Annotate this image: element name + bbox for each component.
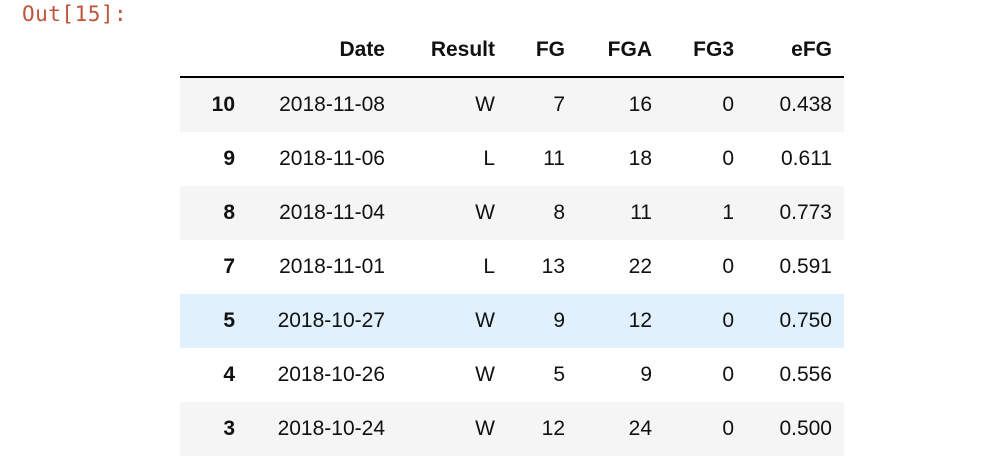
cell-efg: 0.750 [779, 309, 832, 332]
cell-date: 2018-11-04 [279, 201, 385, 224]
cell-fga: 9 [640, 363, 652, 386]
output-prompt: Out[15]: [22, 2, 128, 26]
cell-fga: 11 [630, 201, 652, 224]
cell-result: W [475, 201, 495, 224]
cell-fga: 24 [628, 417, 652, 440]
row-index: 10 [211, 93, 235, 116]
table-row: 10 2018-11-08 W 7 16 0 0.438 [180, 77, 844, 132]
cell-fga: 16 [628, 93, 652, 116]
table-row: 3 2018-10-24 W 12 24 0 0.500 [180, 402, 844, 456]
cell-result: W [475, 363, 495, 386]
cell-efg: 0.500 [779, 417, 832, 440]
cell-fg3: 0 [722, 255, 734, 278]
cell-fg3: 0 [722, 417, 734, 440]
column-header-fg: FG [507, 24, 577, 78]
cell-fg3: 0 [722, 363, 734, 386]
cell-fg3: 0 [722, 93, 734, 116]
table-row: 4 2018-10-26 W 5 9 0 0.556 [180, 348, 844, 402]
cell-efg: 0.438 [779, 93, 832, 116]
cell-date: 2018-10-27 [277, 309, 385, 332]
table-row-highlighted: 5 2018-10-27 W 9 12 0 0.750 [180, 294, 844, 348]
cell-fg: 11 [543, 147, 565, 170]
cell-efg: 0.611 [781, 147, 832, 170]
cell-date: 2018-10-24 [277, 417, 385, 440]
cell-fg3: 0 [722, 147, 734, 170]
column-header-result: Result [397, 24, 507, 78]
header-row: Date Result FG FGA FG3 eFG [180, 24, 844, 78]
row-index: 8 [223, 201, 235, 224]
row-index: 9 [223, 147, 235, 170]
cell-efg: 0.773 [779, 201, 832, 224]
cell-fg: 13 [541, 255, 565, 278]
cell-fg3: 1 [722, 201, 734, 224]
cell-date: 2018-11-06 [279, 147, 385, 170]
cell-result: L [483, 147, 495, 170]
cell-fg3: 0 [722, 309, 734, 332]
row-index: 5 [223, 309, 235, 332]
table-body: 10 2018-11-08 W 7 16 0 0.438 9 2018-11-0… [180, 77, 844, 456]
cell-fga: 22 [628, 255, 652, 278]
cell-date: 2018-11-08 [279, 93, 385, 116]
row-index: 7 [223, 255, 235, 278]
cell-fg: 8 [553, 201, 565, 224]
table-row: 8 2018-11-04 W 8 11 1 0.773 [180, 186, 844, 240]
cell-fga: 18 [628, 147, 652, 170]
column-header-date: Date [235, 24, 397, 78]
cell-result: W [475, 417, 495, 440]
cell-fg: 12 [541, 417, 565, 440]
column-header-fga: FGA [577, 24, 664, 78]
row-index: 4 [223, 363, 235, 386]
cell-fg: 5 [553, 363, 565, 386]
cell-date: 2018-10-26 [277, 363, 385, 386]
column-header-efg: eFG [746, 24, 844, 78]
cell-fg: 9 [553, 309, 565, 332]
table-row: 7 2018-11-01 L 13 22 0 0.591 [180, 240, 844, 294]
cell-result: L [483, 255, 495, 278]
cell-result: W [475, 309, 495, 332]
cell-fg: 7 [553, 93, 565, 116]
cell-date: 2018-11-01 [279, 255, 385, 278]
column-header-fg3: FG3 [664, 24, 746, 78]
index-column-header [180, 24, 235, 78]
cell-efg: 0.591 [779, 255, 832, 278]
cell-result: W [475, 93, 495, 116]
cell-fga: 12 [628, 309, 652, 332]
dataframe-table: Date Result FG FGA FG3 eFG 10 2018-11-08… [180, 24, 844, 456]
table-row: 9 2018-11-06 L 11 18 0 0.611 [180, 132, 844, 186]
table-header: Date Result FG FGA FG3 eFG [180, 24, 844, 78]
cell-efg: 0.556 [779, 363, 832, 386]
row-index: 3 [223, 417, 235, 440]
